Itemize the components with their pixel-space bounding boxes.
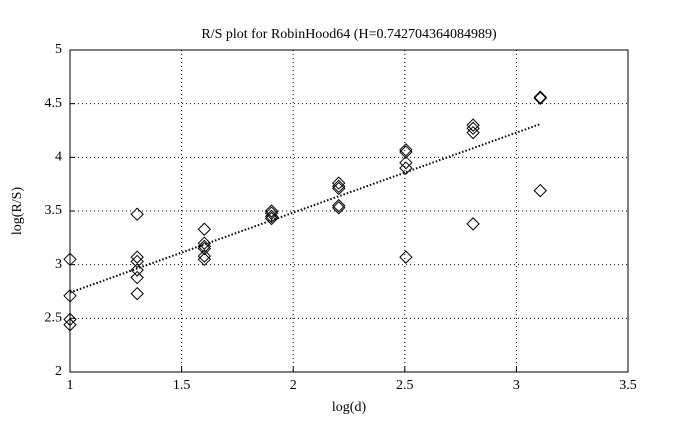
fit-line [69,123,541,294]
point [197,241,212,256]
point [332,181,346,196]
point [63,252,77,267]
point [399,145,413,159]
point [130,207,144,221]
point [533,91,547,106]
point [332,198,346,213]
point [332,179,346,194]
point [264,206,279,220]
y-axis-label: log(R/S) [10,187,25,236]
point [332,201,346,215]
point [533,90,547,104]
point [264,211,279,226]
x-tick-label: 2.5 [396,378,414,393]
point [130,270,144,285]
point [130,250,144,264]
point [197,239,212,254]
point [197,249,212,263]
point [466,121,480,136]
point [466,118,480,132]
point [264,204,279,218]
point [130,263,144,277]
point [533,183,547,198]
point [399,143,413,157]
x-tick-label: 2 [290,378,297,393]
y-tick-label: 3.5 [45,203,63,218]
point [63,312,77,327]
point [130,286,144,301]
point [466,217,480,231]
y-tick-label: 4.5 [45,96,63,111]
x-tick-label: 3.5 [619,378,637,393]
point [63,289,77,303]
point [197,252,212,267]
x-tick-label: 1 [67,378,74,393]
y-tick-label: 2.5 [45,311,63,326]
point [130,254,144,269]
point [197,222,212,236]
point [197,236,212,250]
x-axis-label: log(d) [332,400,367,415]
y-tick-label: 2 [55,364,62,379]
x-tick-label: 3 [513,378,520,393]
chart-title: R/S plot for RobinHood64 (H=0.7427043640… [201,27,497,42]
point [63,318,77,332]
point [399,155,413,170]
point [399,161,413,175]
point [264,209,279,224]
plot-frame [69,49,629,373]
y-tick-label: 5 [55,42,62,57]
x-tick-label: 1.5 [173,378,191,393]
point [399,250,413,264]
point [332,176,346,190]
point [466,125,480,140]
y-tick-label: 4 [55,150,62,165]
y-tick-label: 3 [55,257,62,272]
